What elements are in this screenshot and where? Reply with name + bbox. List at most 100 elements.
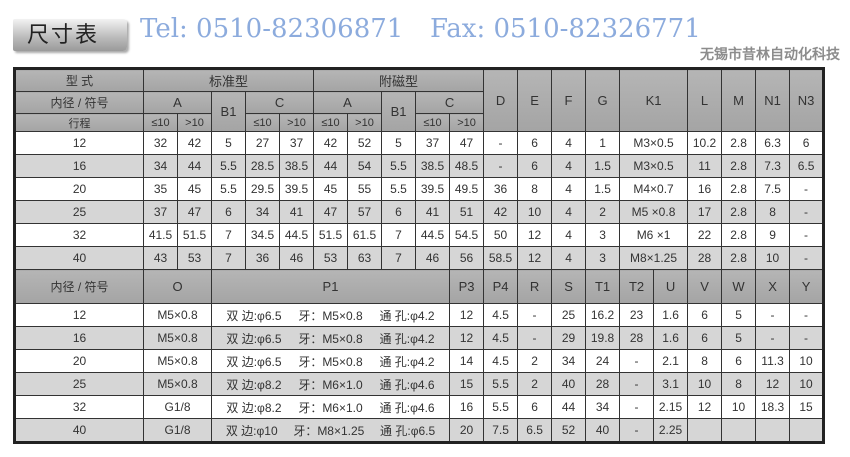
p1-value: 牙：M6×1.0 — [298, 377, 363, 392]
table-cell: 6 — [381, 200, 417, 224]
table-row: 20 35 45 5.5 29.5 39.5 45 55 5.5 39.5 49.5 36 8 4 1.5 M… — [14, 177, 825, 201]
table-cell: M5 ×0.8 — [619, 200, 689, 224]
column-header: T2 — [619, 269, 655, 304]
table-cell: M6 ×1 — [619, 223, 689, 247]
column-header: P3 — [449, 269, 485, 304]
table-cell: 16 — [14, 154, 144, 178]
column-header: D — [483, 68, 519, 132]
table-cell: 37 — [278, 131, 315, 155]
table-cell: 16 — [449, 395, 485, 419]
table-cell: 42 — [313, 131, 349, 155]
table-cell: 34 — [245, 200, 280, 224]
table-cell: 6.5 — [789, 154, 825, 178]
table-cell: 34 — [551, 349, 587, 373]
table-cell: 52 — [347, 131, 383, 155]
table-cell: 5.5 — [483, 372, 519, 396]
table-cell: 29 — [551, 326, 587, 350]
standard-type-header: 标准型 — [142, 68, 315, 92]
table-cell: 14 — [449, 349, 485, 373]
table-cell: 42 — [177, 131, 212, 155]
table-cell: 5.5 — [483, 395, 519, 419]
table-cell: 12 — [449, 326, 485, 350]
table-cell: - — [517, 303, 553, 327]
table-cell: 10 — [789, 372, 825, 396]
table-row: 内径 / 符号 O P1 P3 P4 R S T1 T2 U V W X Y — [14, 269, 825, 304]
table-cell: 1.5 — [585, 177, 621, 201]
table-cell: 4.5 — [483, 303, 519, 327]
p1-value: 通 孔:φ4.2 — [379, 331, 435, 346]
table-cell: M3×0.5 — [619, 131, 689, 155]
table-cell: 10 — [721, 395, 757, 419]
table-cell: 3 — [585, 223, 621, 247]
table-cell: 12 — [449, 303, 485, 327]
table-cell: 28 — [619, 326, 655, 350]
table-cell: M4×0.7 — [619, 177, 689, 201]
table-cell: 20 — [449, 418, 485, 443]
column-header: N1 — [755, 68, 791, 132]
table-cell: 6.3 — [755, 131, 791, 155]
table-cell: 58.5 — [483, 246, 519, 270]
table-cell: 34.5 — [245, 223, 280, 247]
table-cell: 6 — [211, 200, 246, 224]
table-row: 12 32 42 5 27 37 42 52 5 37 47-6 4 1 M3×0.5 10.2 2.8 6.3… — [14, 131, 825, 155]
table-cell: 22 — [687, 223, 723, 247]
table-cell: 37 — [143, 200, 178, 224]
table-cell: 36 — [483, 177, 519, 201]
table-cell: 34 — [143, 154, 178, 178]
table-cell: 29.5 — [245, 177, 280, 201]
table-row: 32 41.5 51.5 7 34.5 44.5 51.5 61.5 7 44.5 54.5 50 12… — [14, 223, 825, 247]
table-cell: 41 — [278, 200, 315, 224]
table-cell: 40 — [551, 372, 587, 396]
table-row: 16 34 44 5.5 28.5 38.5 44 54 5.5 38.5 48.5-6 4 1.5 M3… — [14, 154, 825, 178]
sub-header: >10 — [449, 113, 485, 132]
table-cell: M5×0.8 — [143, 303, 212, 327]
column-header: F — [551, 68, 587, 132]
p1-value: 牙：M5×0.8 — [298, 331, 363, 346]
table-cell: 34 — [585, 395, 621, 419]
table-cell: 47 — [177, 200, 212, 224]
sub-header: >10 — [278, 113, 315, 132]
table-row: 25 37 47 6 34 41 47 57 6 41 51 42 10 4 2 M5 ×0.8 17 2.8 8- — [14, 200, 825, 224]
table-row: 16 M5×0.8 双 边:φ6.5 牙：M5×0.8 通 孔:φ4.2 12 4.5-29… — [14, 326, 825, 350]
table-cell: 12 — [517, 246, 553, 270]
table-cell: M5×0.8 — [143, 326, 212, 350]
table-cell: - — [483, 154, 519, 178]
p1-value: 双 边:φ8.2 — [226, 400, 282, 415]
p1-value: 双 边:φ8.2 — [226, 377, 282, 392]
table-cell: 42 — [483, 200, 519, 224]
table-cell — [721, 418, 757, 443]
table-cell: 25 — [551, 303, 587, 327]
table-cell: 25 — [14, 372, 144, 396]
column-header: L — [687, 68, 723, 132]
column-header: E — [517, 68, 553, 132]
column-header: R — [517, 269, 553, 304]
p1-cell: 双 边:φ6.5 牙：M5×0.8 通 孔:φ4.2 — [210, 303, 451, 327]
table-cell: 19.8 — [585, 326, 621, 350]
type-header: 型 式 — [14, 68, 144, 92]
column-header: A — [313, 91, 383, 114]
table-cell: 2.8 — [721, 246, 757, 270]
table-cell: 40 — [14, 418, 144, 443]
table-row: 20 M5×0.8 双 边:φ6.5 牙：M5×0.8 通 孔:φ4.2 14 4.5 2 34… — [14, 349, 825, 373]
table-cell: 44.5 — [278, 223, 315, 247]
p1-value: 双 边:φ10 — [225, 423, 278, 438]
table-cell: 32 — [143, 131, 178, 155]
column-header: U — [653, 269, 689, 304]
table-cell: - — [619, 372, 655, 396]
table-cell: 7.5 — [483, 418, 519, 443]
table-cell: 10 — [755, 246, 791, 270]
p1-value: 通 孔:φ4.2 — [379, 308, 435, 323]
table-cell: - — [789, 223, 825, 247]
table-cell: 5.5 — [381, 177, 417, 201]
dimension-table: 型 式标准型 附磁型 D E F G K1 L M N1 N3 内径 / 符号 A B1 C A B1 C 行程 ≤1… — [13, 67, 826, 444]
table-cell: 1.5 — [585, 154, 621, 178]
table-cell: 1 — [585, 131, 621, 155]
table-cell: 35 — [143, 177, 178, 201]
table-cell: 4 — [551, 131, 587, 155]
table-cell: 6 — [789, 131, 825, 155]
p1-value: 牙：M5×0.8 — [298, 308, 363, 323]
column-header: T1 — [585, 269, 621, 304]
table-cell: 40 — [14, 246, 144, 270]
table-cell: 16 — [687, 177, 723, 201]
table-cell: - — [789, 303, 825, 327]
